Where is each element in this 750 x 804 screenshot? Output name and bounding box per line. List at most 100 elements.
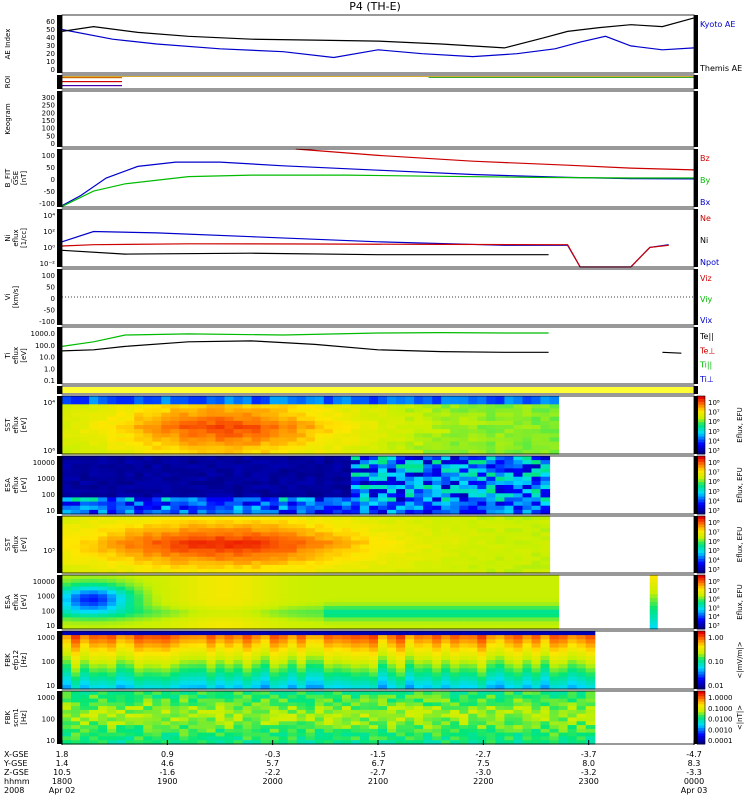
heatmap-cell bbox=[288, 575, 298, 580]
heatmap-cell bbox=[207, 695, 217, 699]
heatmap-cell bbox=[306, 481, 316, 486]
heatmap-cell bbox=[243, 468, 253, 473]
heatmap-cell bbox=[279, 545, 289, 550]
colorbar-cell bbox=[697, 663, 705, 666]
heatmap-cell bbox=[441, 506, 451, 511]
heatmap-cell bbox=[297, 706, 307, 710]
heatmap-cell bbox=[225, 396, 235, 401]
heatmap-cell bbox=[360, 575, 370, 580]
heatmap-cell bbox=[360, 493, 370, 498]
heatmap-cell bbox=[288, 400, 298, 405]
heatmap-cell bbox=[62, 602, 72, 607]
heatmap-cell bbox=[107, 497, 117, 502]
heatmap-cell bbox=[306, 695, 316, 699]
heatmap-cell bbox=[306, 736, 316, 740]
heatmap-cell bbox=[297, 425, 307, 430]
heatmap-cell bbox=[207, 710, 217, 714]
heatmap-cell bbox=[179, 561, 189, 566]
heatmap-cell bbox=[116, 545, 126, 550]
heatmap-cell bbox=[396, 493, 406, 498]
heatmap-cell bbox=[188, 699, 198, 703]
heatmap-cell bbox=[270, 656, 280, 661]
heatmap-cell bbox=[387, 545, 397, 550]
y-tick-label: 1000 bbox=[37, 634, 55, 642]
legend-label: Ni bbox=[700, 236, 708, 245]
heatmap-cell bbox=[279, 617, 289, 622]
heatmap-cell bbox=[261, 598, 271, 603]
heatmap-cell bbox=[513, 528, 523, 533]
heatmap-cell bbox=[207, 721, 217, 725]
heatmap-cell bbox=[523, 668, 533, 673]
heatmap-cell bbox=[324, 718, 334, 722]
heatmap-cell bbox=[650, 610, 658, 615]
heatmap-cell bbox=[315, 485, 325, 490]
heatmap-cell bbox=[207, 565, 217, 570]
heatmap-cell bbox=[261, 631, 271, 636]
heatmap-cell bbox=[98, 714, 108, 718]
heatmap-cell bbox=[486, 643, 496, 648]
heatmap-cell bbox=[396, 695, 406, 699]
heatmap-cell bbox=[170, 648, 180, 653]
heatmap-cell bbox=[432, 540, 442, 545]
heatmap-cell bbox=[432, 520, 442, 525]
heatmap-cell bbox=[288, 610, 298, 615]
heatmap-cell bbox=[252, 706, 262, 710]
heatmap-cell bbox=[89, 648, 99, 653]
heatmap-cell bbox=[495, 502, 505, 507]
heatmap-cell bbox=[550, 602, 560, 607]
heatmap-cell bbox=[62, 648, 72, 653]
heatmap-cell bbox=[207, 506, 217, 511]
heatmap-cell bbox=[378, 421, 388, 426]
heatmap-cell bbox=[441, 532, 451, 537]
colorbar-cell bbox=[697, 533, 705, 536]
heatmap-cell bbox=[396, 590, 406, 595]
heatmap-cell bbox=[396, 413, 406, 418]
heatmap-cell bbox=[459, 456, 469, 461]
heatmap-cell bbox=[143, 485, 153, 490]
heatmap-cell bbox=[188, 598, 198, 603]
heatmap-cell bbox=[98, 549, 108, 554]
heatmap-cell bbox=[450, 417, 460, 422]
heatmap-cell bbox=[532, 429, 542, 434]
heatmap-cell bbox=[252, 660, 262, 665]
heatmap-cell bbox=[234, 473, 244, 478]
heatmap-cell bbox=[134, 506, 144, 511]
heatmap-cell bbox=[143, 635, 153, 640]
heatmap-cell bbox=[71, 473, 81, 478]
heatmap-cell bbox=[523, 396, 533, 401]
heatmap-cell bbox=[396, 706, 406, 710]
heatmap-cell bbox=[288, 639, 298, 644]
heatmap-cell bbox=[351, 477, 361, 482]
heatmap-cell bbox=[351, 610, 361, 615]
heatmap-cell bbox=[315, 639, 325, 644]
heatmap-cell bbox=[577, 631, 587, 636]
heatmap-cell bbox=[306, 602, 316, 607]
heatmap-cell bbox=[225, 598, 235, 603]
heatmap-cell bbox=[188, 664, 198, 669]
heatmap-cell bbox=[532, 656, 542, 661]
heatmap-cell bbox=[315, 506, 325, 511]
heatmap-cell bbox=[261, 691, 271, 695]
heatmap-cell bbox=[306, 668, 316, 673]
heatmap-cell bbox=[270, 590, 280, 595]
heatmap-cell bbox=[432, 672, 442, 677]
heatmap-cell bbox=[396, 442, 406, 447]
heatmap-cell bbox=[315, 396, 325, 401]
heatmap-cell bbox=[333, 536, 343, 541]
heatmap-cell bbox=[468, 433, 478, 438]
heatmap-cell bbox=[414, 561, 424, 566]
heatmap-cell bbox=[152, 456, 162, 461]
heatmap-cell bbox=[459, 493, 469, 498]
heatmap-cell bbox=[197, 477, 207, 482]
heatmap-cell bbox=[207, 540, 217, 545]
heatmap-cell bbox=[225, 725, 235, 729]
heatmap-cell bbox=[450, 485, 460, 490]
heatmap-cell bbox=[288, 549, 298, 554]
heatmap-cell bbox=[342, 631, 352, 636]
heatmap-cell bbox=[279, 433, 289, 438]
heatmap-cell bbox=[523, 725, 533, 729]
heatmap-cell bbox=[450, 635, 460, 640]
heatmap-cell bbox=[252, 489, 262, 494]
heatmap-cell bbox=[134, 695, 144, 699]
